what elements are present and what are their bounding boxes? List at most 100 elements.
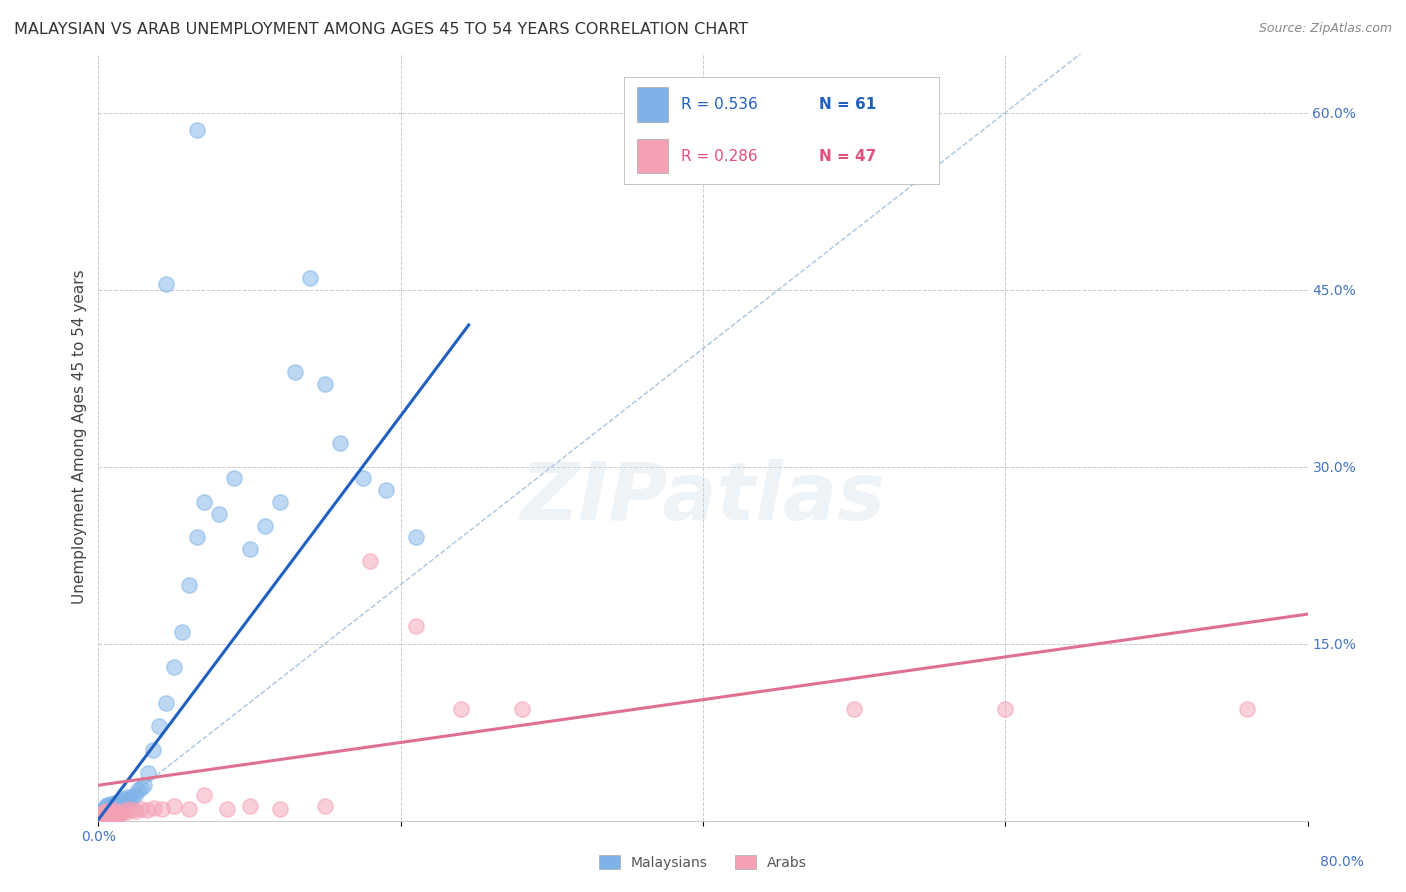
- Arabs: [239, 799, 262, 814]
- Arabs: [121, 803, 143, 817]
- Arabs: [994, 701, 1017, 715]
- Malaysians: [299, 270, 322, 285]
- Malaysians: [94, 799, 117, 814]
- Arabs: [103, 809, 125, 823]
- Arabs: [135, 803, 157, 817]
- Malaysians: [284, 365, 307, 379]
- Malaysians: [93, 810, 115, 824]
- Arabs: [93, 809, 115, 823]
- Malaysians: [405, 530, 427, 544]
- Arabs: [101, 810, 124, 824]
- Malaysians: [224, 471, 246, 485]
- Arabs: [125, 804, 148, 818]
- Arabs: [98, 810, 121, 824]
- Malaysians: [110, 795, 132, 809]
- Malaysians: [98, 800, 121, 814]
- Arabs: [360, 554, 382, 568]
- Text: 80.0%: 80.0%: [1320, 855, 1364, 869]
- Malaysians: [179, 577, 201, 591]
- Arabs: [108, 806, 131, 821]
- Malaysians: [94, 805, 117, 820]
- Text: ZIPatlas: ZIPatlas: [520, 459, 886, 538]
- Malaysians: [96, 809, 118, 823]
- Malaysians: [127, 783, 149, 797]
- Arabs: [100, 809, 122, 823]
- Malaysians: [253, 518, 276, 533]
- Arabs: [163, 799, 186, 814]
- Malaysians: [96, 804, 118, 818]
- Malaysians: [112, 792, 135, 806]
- Arabs: [844, 701, 866, 715]
- Malaysians: [115, 790, 138, 805]
- Text: Source: ZipAtlas.com: Source: ZipAtlas.com: [1258, 22, 1392, 36]
- Arabs: [94, 804, 117, 818]
- Malaysians: [105, 799, 128, 814]
- Arabs: [269, 802, 291, 816]
- Malaysians: [118, 792, 141, 806]
- Malaysians: [93, 806, 115, 821]
- Malaysians: [98, 807, 121, 822]
- Malaysians: [193, 495, 215, 509]
- Arabs: [179, 802, 201, 816]
- Arabs: [129, 802, 152, 816]
- Malaysians: [111, 797, 134, 811]
- Arabs: [314, 799, 336, 814]
- Malaysians: [96, 798, 118, 813]
- Malaysians: [103, 804, 125, 818]
- Legend: Malaysians, Arabs: Malaysians, Arabs: [593, 849, 813, 875]
- Arabs: [215, 802, 238, 816]
- Malaysians: [94, 809, 117, 823]
- Arabs: [91, 810, 114, 824]
- Arabs: [98, 806, 121, 821]
- Arabs: [193, 788, 215, 802]
- Malaysians: [101, 805, 124, 820]
- Malaysians: [208, 507, 231, 521]
- Arabs: [114, 805, 136, 820]
- Malaysians: [100, 806, 122, 821]
- Arabs: [100, 804, 122, 818]
- Malaysians: [352, 471, 374, 485]
- Y-axis label: Unemployment Among Ages 45 to 54 years: Unemployment Among Ages 45 to 54 years: [72, 269, 87, 605]
- Arabs: [103, 803, 125, 817]
- Arabs: [405, 619, 427, 633]
- Malaysians: [108, 798, 131, 813]
- Arabs: [143, 800, 166, 814]
- Malaysians: [114, 795, 136, 809]
- Malaysians: [186, 123, 208, 137]
- Malaysians: [104, 802, 127, 816]
- Malaysians: [239, 542, 262, 557]
- Malaysians: [91, 803, 114, 817]
- Malaysians: [121, 790, 143, 805]
- Malaysians: [155, 277, 177, 291]
- Arabs: [510, 701, 533, 715]
- Arabs: [111, 804, 134, 818]
- Malaysians: [107, 796, 129, 810]
- Arabs: [1236, 701, 1258, 715]
- Arabs: [94, 807, 117, 822]
- Arabs: [101, 805, 124, 820]
- Arabs: [105, 807, 128, 822]
- Arabs: [90, 806, 112, 821]
- Arabs: [89, 810, 111, 824]
- Arabs: [150, 802, 173, 816]
- Malaysians: [374, 483, 396, 498]
- Malaysians: [142, 743, 165, 757]
- Malaysians: [136, 766, 159, 780]
- Malaysians: [329, 436, 352, 450]
- Malaysians: [93, 802, 115, 816]
- Malaysians: [124, 788, 146, 802]
- Malaysians: [89, 810, 111, 824]
- Malaysians: [314, 376, 336, 391]
- Malaysians: [269, 495, 291, 509]
- Arabs: [104, 806, 127, 821]
- Malaysians: [90, 809, 112, 823]
- Arabs: [93, 805, 115, 820]
- Malaysians: [101, 798, 124, 813]
- Arabs: [96, 809, 118, 823]
- Malaysians: [148, 719, 170, 733]
- Malaysians: [100, 797, 122, 811]
- Arabs: [107, 805, 129, 820]
- Malaysians: [91, 811, 114, 825]
- Text: MALAYSIAN VS ARAB UNEMPLOYMENT AMONG AGES 45 TO 54 YEARS CORRELATION CHART: MALAYSIAN VS ARAB UNEMPLOYMENT AMONG AGE…: [14, 22, 748, 37]
- Arabs: [96, 805, 118, 820]
